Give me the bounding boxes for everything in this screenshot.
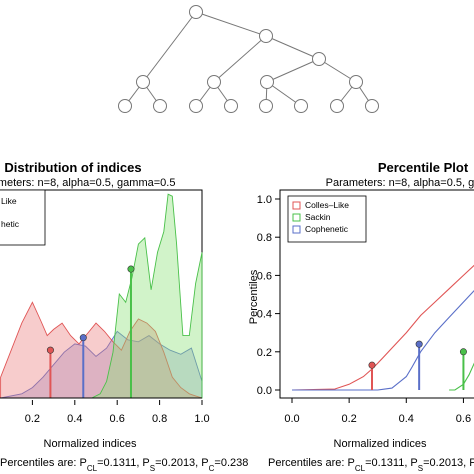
y-tick-label: 0.2	[257, 347, 272, 359]
x-tick-label: 0.4	[399, 413, 414, 425]
tree-node	[330, 99, 344, 113]
percentile-footer-prefix: Percentiles are: P	[268, 457, 355, 469]
distribution-footer-prefix: Percentiles are: P	[0, 457, 87, 469]
percentile-plot-area: 0.0 0.2 0.4 0.6 0.8 1.0 0.0 0.2 0.4 0.6 Colles–Lik…	[257, 189, 474, 425]
distribution-panel: Distribution of indices Parameters: n=8,…	[0, 160, 248, 473]
tree-edge	[266, 58, 320, 83]
tree-node	[259, 29, 273, 43]
tree-edge	[195, 11, 267, 37]
percentile-panel: Percentile Plot Parameters: n=8, alpha=0…	[248, 160, 474, 473]
x-tick-label: 0.4	[67, 413, 82, 425]
distribution-legend	[0, 189, 46, 246]
legend-label: hetic	[1, 219, 20, 229]
legend-label: Colles–Like	[305, 200, 349, 210]
density-area-sackin	[0, 193, 203, 399]
x-tick-label: 0.8	[152, 413, 167, 425]
distribution-plot-area: 0.2 0.4 0.6 0.8 1.0 Like hetic	[0, 189, 210, 425]
tree-node	[349, 75, 363, 89]
distribution-xlabel: Normalized indices	[44, 438, 137, 450]
x-tick-label: 1.0	[194, 413, 209, 425]
x-tick-label: 0.0	[284, 413, 299, 425]
percentile-subtitle: Parameters: n=8, alpha=0.5, ga	[326, 177, 474, 189]
y-tick-label: 0.0	[257, 385, 272, 397]
percentile-line-colleslike	[291, 264, 474, 391]
legend-label: Like	[1, 196, 17, 206]
pfooter-val-s: =0.2013, P	[423, 457, 474, 469]
tree-node	[260, 75, 274, 89]
footer-val-s: =0.2013, P	[155, 457, 209, 469]
footer-sub-s: S	[150, 464, 155, 473]
percentile-line-sackin	[449, 362, 474, 391]
percentile-marker-point	[127, 265, 135, 273]
tree-node	[189, 5, 203, 19]
percentile-marker-point	[459, 348, 467, 356]
tree-node	[259, 99, 273, 113]
y-tick-label: 0.6	[257, 270, 272, 282]
pfooter-val-cl: =0.1311, P	[365, 457, 418, 469]
legend-swatch	[292, 201, 301, 210]
legend-swatch	[292, 213, 301, 222]
percentile-marker-point	[415, 340, 423, 348]
percentile-xlabel: Normalized indices	[334, 438, 427, 450]
distribution-footer: Percentiles are: PCL=0.1311, PS=0.2013, …	[0, 457, 248, 473]
distribution-subtitle: Parameters: n=8, alpha=0.5, gamma=0.5	[0, 177, 175, 189]
footer-val-cl: =0.1311, P	[97, 457, 150, 469]
tree-node	[365, 99, 379, 113]
percentile-frame	[279, 189, 474, 399]
tree-node	[153, 99, 167, 113]
tree-edge	[213, 35, 267, 83]
x-tick-label: 0.2	[25, 413, 40, 425]
tree-node	[224, 99, 238, 113]
y-tick-label: 1.0	[257, 194, 272, 206]
legend-label: Sackin	[305, 212, 331, 222]
pfooter-sub-s: S	[418, 464, 423, 473]
phylogenetic-tree	[118, 5, 379, 113]
percentile-title: Percentile Plot	[378, 160, 469, 175]
tree-node	[207, 75, 221, 89]
tree-node	[118, 99, 132, 113]
percentile-line-cophenetic	[292, 290, 474, 391]
y-tick-label: 0.4	[257, 309, 272, 321]
tree-edge	[318, 58, 357, 83]
tree-node	[189, 99, 203, 113]
percentile-marker-point	[46, 346, 54, 354]
tree-node	[312, 52, 326, 66]
x-tick-label: 0.6	[456, 413, 471, 425]
tree-edge	[142, 11, 197, 83]
percentile-footer: Percentiles are: PCL=0.1311, PS=0.2013, …	[268, 457, 474, 473]
percentile-ylabel: Percentiles	[248, 269, 260, 324]
footer-val-c: =0.238	[214, 457, 248, 469]
percentile-series-group	[291, 264, 474, 391]
x-tick-label: 0.2	[341, 413, 356, 425]
legend-label: Cophenetic	[305, 224, 349, 234]
tree-node	[294, 99, 308, 113]
percentile-marker-point	[79, 334, 87, 342]
footer-sub-c: C	[209, 464, 215, 473]
footer-sub-cl: CL	[87, 464, 98, 473]
percentile-legend	[287, 195, 367, 243]
legend-swatch	[292, 225, 301, 234]
x-tick-label: 0.6	[110, 413, 125, 425]
y-tick-label: 0.8	[257, 232, 272, 244]
pfooter-sub-cl: CL	[355, 464, 366, 473]
percentile-marker-point	[368, 361, 376, 369]
distribution-title: Distribution of indices	[4, 160, 141, 175]
tree-edge	[265, 35, 320, 60]
tree-node	[136, 75, 150, 89]
